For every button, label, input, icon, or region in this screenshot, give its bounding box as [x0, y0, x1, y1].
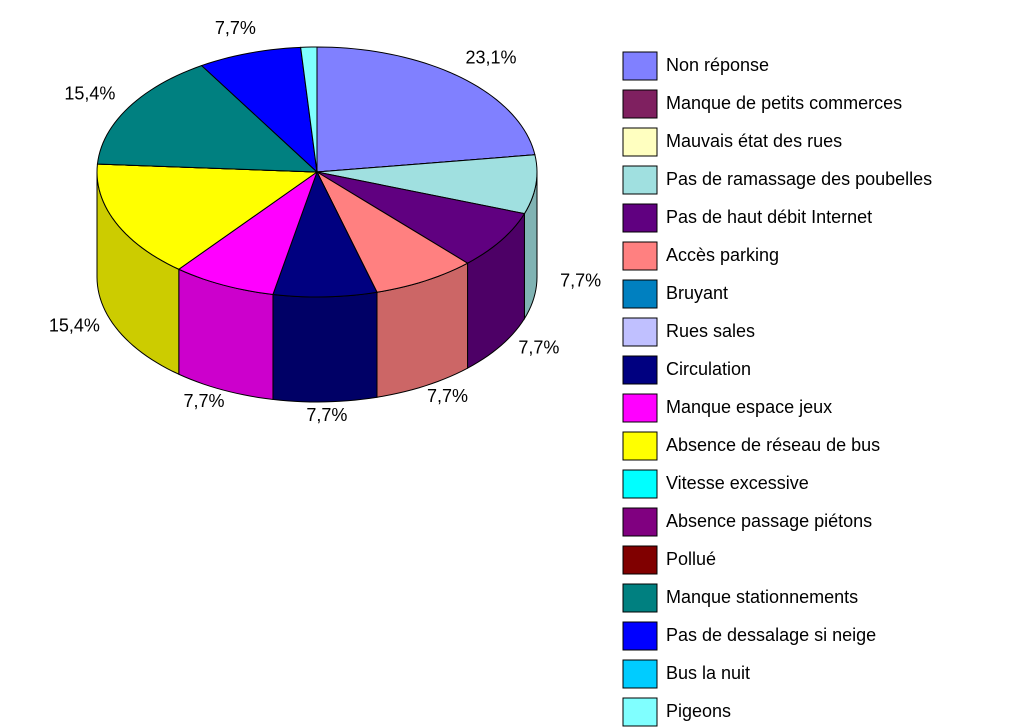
legend-swatch — [622, 659, 658, 689]
legend-label: Pas de ramassage des poubelles — [666, 169, 932, 189]
legend-swatch — [622, 621, 658, 651]
legend-swatch — [622, 89, 658, 119]
legend-label: Manque espace jeux — [666, 397, 832, 417]
legend-label: Pollué — [666, 549, 716, 569]
data-label: 15,4% — [64, 83, 115, 103]
legend-swatch — [622, 507, 658, 537]
legend-swatch — [622, 583, 658, 613]
legend-label: Bruyant — [666, 283, 728, 303]
slice — [200, 46, 318, 174]
legend-label: Accès parking — [666, 245, 779, 265]
legend-label: Bus la nuit — [666, 663, 750, 683]
legend-label: Pas de haut débit Internet — [666, 207, 872, 227]
slice-side — [272, 291, 378, 403]
legend-swatch — [622, 393, 658, 423]
legend-label: Manque stationnements — [666, 587, 858, 607]
data-label: 7,7% — [215, 18, 256, 38]
data-label: 7,7% — [184, 391, 225, 411]
legend-label: Absence passage piétons — [666, 511, 872, 531]
legend-label: Pas de dessalage si neige — [666, 625, 876, 645]
data-label: 7,7% — [560, 270, 601, 290]
slice — [96, 163, 319, 270]
legend-swatch — [622, 279, 658, 309]
slice — [272, 170, 378, 298]
legend-swatch — [622, 203, 658, 233]
legend-swatch — [622, 469, 658, 499]
legend-label: Non réponse — [666, 55, 769, 75]
slice — [300, 46, 318, 173]
data-label: 7,7% — [518, 337, 559, 357]
legend-swatch — [622, 165, 658, 195]
legend-swatch — [622, 545, 658, 575]
legend-swatch — [622, 51, 658, 81]
slice — [316, 171, 526, 264]
legend-swatch — [622, 241, 658, 271]
legend-label: Mauvais état des rues — [666, 131, 842, 151]
legend-label: Pigeons — [666, 701, 731, 721]
slice — [316, 154, 538, 215]
data-label: 7,7% — [427, 386, 468, 406]
legend-label: Rues sales — [666, 321, 755, 341]
legend-label: Manque de petits commerces — [666, 93, 902, 113]
slice — [177, 170, 319, 296]
legend-label: Circulation — [666, 359, 751, 379]
data-label: 7,7% — [306, 405, 347, 425]
slice — [316, 46, 536, 173]
data-label: 23,1% — [465, 48, 516, 68]
legend-swatch — [622, 431, 658, 461]
data-label: 15,4% — [49, 316, 100, 336]
legend-swatch — [622, 697, 658, 727]
legend-label: Absence de réseau de bus — [666, 435, 880, 455]
slice — [96, 64, 319, 173]
legend-swatch — [622, 127, 658, 157]
slice — [315, 170, 469, 293]
legend-swatch — [622, 355, 658, 385]
legend-swatch — [622, 317, 658, 347]
legend-label: Vitesse excessive — [666, 473, 809, 493]
